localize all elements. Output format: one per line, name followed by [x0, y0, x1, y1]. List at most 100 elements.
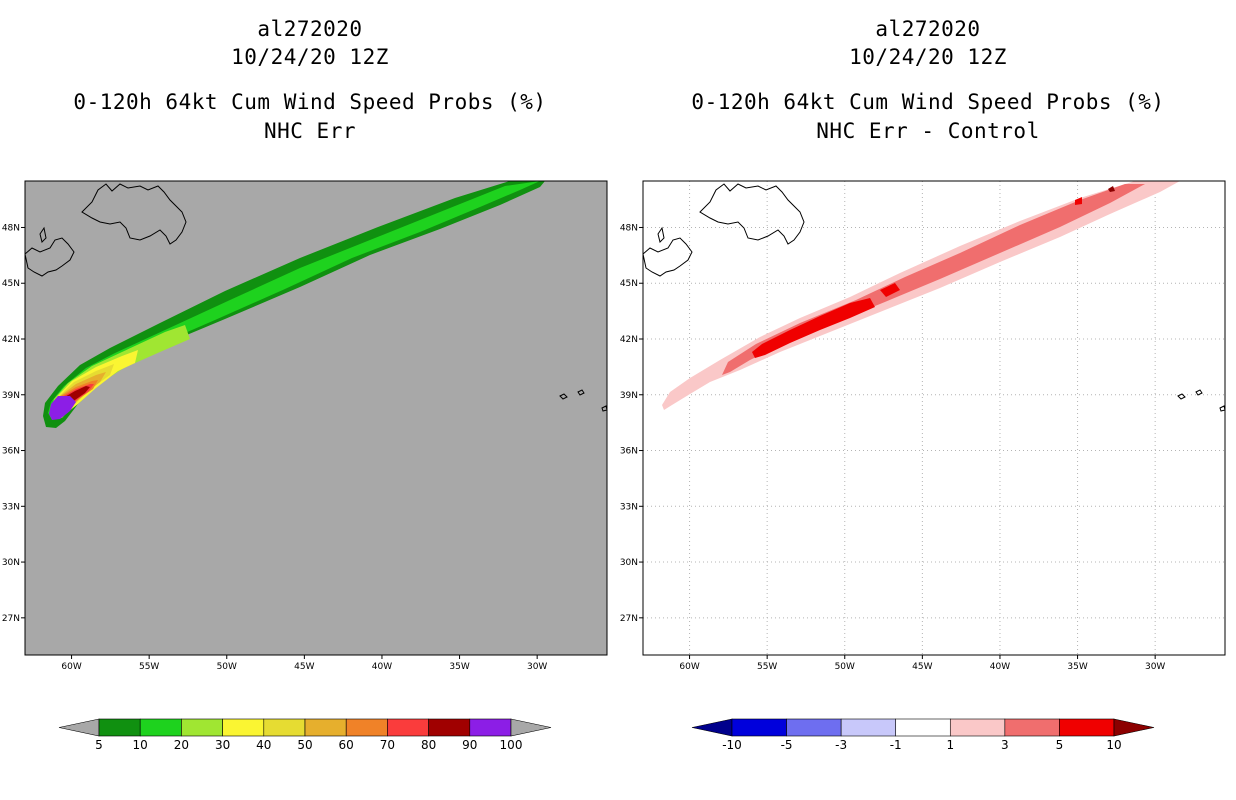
colorbar-tick-label: 5 — [95, 738, 103, 752]
colorbar-tick-label: 80 — [421, 738, 436, 752]
colorbar-tick-label: 10 — [1106, 738, 1121, 752]
lat-label: 27N — [2, 614, 20, 624]
colorbar-swatch — [469, 718, 512, 737]
lon-label: 50W — [217, 662, 237, 672]
colorbar-low-extension — [691, 718, 733, 737]
right-longitude-labels: 60W 55W 50W 45W 40W 35W 30W — [679, 655, 1165, 672]
azores-islands — [559, 389, 607, 412]
lat-label: 45N — [2, 279, 20, 289]
colorbar-tick-label: 70 — [380, 738, 395, 752]
swath-5-10 — [43, 181, 545, 428]
left-product-title: 0-120h 64kt Cum Wind Speed Probs (%) — [73, 90, 547, 114]
diff-over-10-spot — [1108, 186, 1115, 192]
colorbar-swatch — [263, 718, 306, 737]
newfoundland-coast — [81, 183, 187, 245]
diff-5-10-core — [752, 298, 875, 358]
right-latitude-labels: 48N 45N 42N 39N 36N 33N 30N 27N — [620, 223, 643, 624]
colorbar-tick-label: 60 — [339, 738, 354, 752]
lat-label: 33N — [620, 502, 638, 512]
left-map-panel: 48N 45N 42N 39N 36N 33N 30N 27N 60W 55W 50W 45W 40W… — [2, 180, 608, 672]
azores-islands-right — [1177, 389, 1225, 412]
colorbar-swatch — [387, 718, 429, 737]
left-latitude-labels: 48N 45N 42N 39N 36N 33N 30N 27N — [2, 223, 25, 624]
cape-breton-coast-right — [657, 226, 665, 243]
lat-label: 36N — [620, 447, 638, 457]
colorbar-tick-label: 90 — [462, 738, 477, 752]
lat-label: 27N — [620, 614, 638, 624]
colorbar-tick-label: 40 — [256, 738, 271, 752]
colorbar-swatch — [304, 718, 347, 737]
left-longitude-labels: 60W 55W 50W 45W 40W 35W 30W — [61, 655, 547, 672]
lon-label: 50W — [835, 662, 855, 672]
colorbar-tick-label: 1 — [946, 738, 954, 752]
lat-label: 30N — [620, 558, 638, 568]
colorbar-swatch — [949, 718, 1006, 737]
colorbar-tick-label: 10 — [133, 738, 148, 752]
colorbar-tick-label: -1 — [890, 738, 902, 752]
left-variant-title: NHC Err — [263, 119, 356, 143]
left-storm-id: al272020 — [257, 17, 363, 41]
lon-label: 45W — [294, 662, 314, 672]
lon-label: 35W — [449, 662, 469, 672]
left-datetime: 10/24/20 12Z — [231, 45, 389, 69]
colorbar-tick-label: -10 — [722, 738, 742, 752]
colorbar-tick-label: 100 — [500, 738, 523, 752]
colorbar-swatch — [222, 718, 265, 737]
lat-label: 39N — [620, 391, 638, 401]
lat-label: 39N — [2, 391, 20, 401]
right-difference-swath — [662, 181, 1180, 410]
lon-label: 35W — [1067, 662, 1087, 672]
lon-label: 30W — [1145, 662, 1165, 672]
colorbar-tick-label: -3 — [835, 738, 847, 752]
left-colorbar: 5 10 20 30 40 50 60 70 80 90 100 — [58, 718, 552, 752]
colorbar-swatch — [1004, 718, 1060, 737]
lon-label: 60W — [61, 662, 81, 672]
nova-scotia-coast — [25, 237, 75, 277]
colorbar-swatch — [139, 718, 182, 737]
colorbar-swatch — [345, 718, 388, 737]
colorbar-tick-label: 50 — [297, 738, 312, 752]
lon-label: 55W — [139, 662, 159, 672]
colorbar-swatch — [895, 718, 951, 737]
colorbar-swatch — [181, 718, 223, 737]
lat-label: 42N — [620, 335, 638, 345]
colorbar-high-extension — [510, 718, 552, 737]
lon-label: 40W — [372, 662, 392, 672]
colorbar-tick-label: 5 — [1056, 738, 1064, 752]
lat-label: 42N — [2, 335, 20, 345]
colorbar-high-extension — [1113, 718, 1155, 737]
colorbar-swatch — [428, 718, 471, 737]
colorbar-swatch — [731, 718, 787, 737]
left-coastlines — [25, 183, 607, 412]
colorbar-swatch — [786, 718, 842, 737]
lon-label: 30W — [527, 662, 547, 672]
diff-3-5 — [722, 184, 1145, 375]
right-map-frame — [642, 180, 1226, 656]
swath-90-100 — [49, 396, 76, 420]
lat-label: 48N — [2, 223, 20, 233]
right-variant-title: NHC Err - Control — [816, 119, 1040, 143]
left-probability-swath — [43, 181, 545, 428]
cape-breton-coast — [39, 226, 47, 243]
nova-scotia-coast-right — [643, 237, 693, 277]
lon-label: 45W — [912, 662, 932, 672]
lat-label: 30N — [2, 558, 20, 568]
swath-20-30 — [50, 325, 190, 419]
right-map-background — [643, 181, 1225, 655]
left-map-frame — [24, 180, 608, 656]
right-colorbar: -10 -5 -3 -1 1 3 5 10 — [691, 718, 1155, 752]
right-map-panel: 48N 45N 42N 39N 36N 33N 30N 27N 60W 55W 50W 45W 40W… — [620, 180, 1226, 672]
lat-label: 36N — [2, 447, 20, 457]
right-coastlines — [643, 183, 1225, 412]
lat-label: 33N — [2, 502, 20, 512]
lon-label: 55W — [757, 662, 777, 672]
right-product-title: 0-120h 64kt Cum Wind Speed Probs (%) — [691, 90, 1165, 114]
colorbar-swatch — [1059, 718, 1115, 737]
right-storm-id: al272020 — [875, 17, 981, 41]
colorbar-tick-label: -5 — [781, 738, 793, 752]
lat-label: 45N — [620, 279, 638, 289]
colorbar-swatch — [98, 718, 141, 737]
colorbar-low-extension — [58, 718, 100, 737]
lat-label: 48N — [620, 223, 638, 233]
